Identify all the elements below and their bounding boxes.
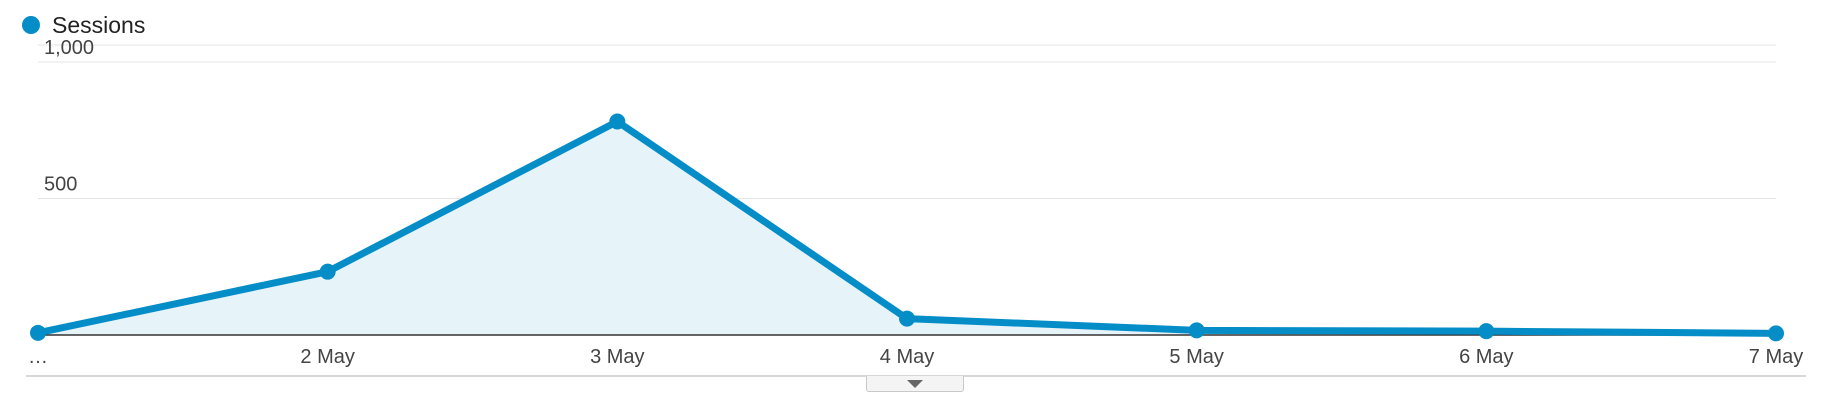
chevron-down-icon <box>907 379 923 388</box>
series-area <box>38 121 1776 335</box>
data-point <box>30 324 46 341</box>
data-point <box>319 263 336 280</box>
legend-label: Sessions <box>52 11 146 38</box>
chart-legend: Sessions <box>22 10 145 40</box>
data-point <box>609 113 626 130</box>
data-point <box>1478 323 1495 340</box>
x-tick-label: … <box>28 346 48 368</box>
x-tick-label: 3 May <box>590 346 644 368</box>
x-tick-label: 6 May <box>1459 346 1513 368</box>
data-point <box>1188 322 1205 339</box>
x-tick-label: 2 May <box>300 346 354 368</box>
y-tick-label: 500 <box>44 174 77 196</box>
data-point <box>899 310 915 327</box>
chart-expand-button[interactable] <box>866 376 964 392</box>
legend-marker-icon <box>22 16 40 34</box>
x-tick-label: 4 May <box>880 346 934 368</box>
x-tick-label: 7 May <box>1749 346 1803 368</box>
x-tick-label: 5 May <box>1169 346 1223 368</box>
data-point <box>1768 325 1784 342</box>
y-tick-label: 1,000 <box>44 37 94 59</box>
